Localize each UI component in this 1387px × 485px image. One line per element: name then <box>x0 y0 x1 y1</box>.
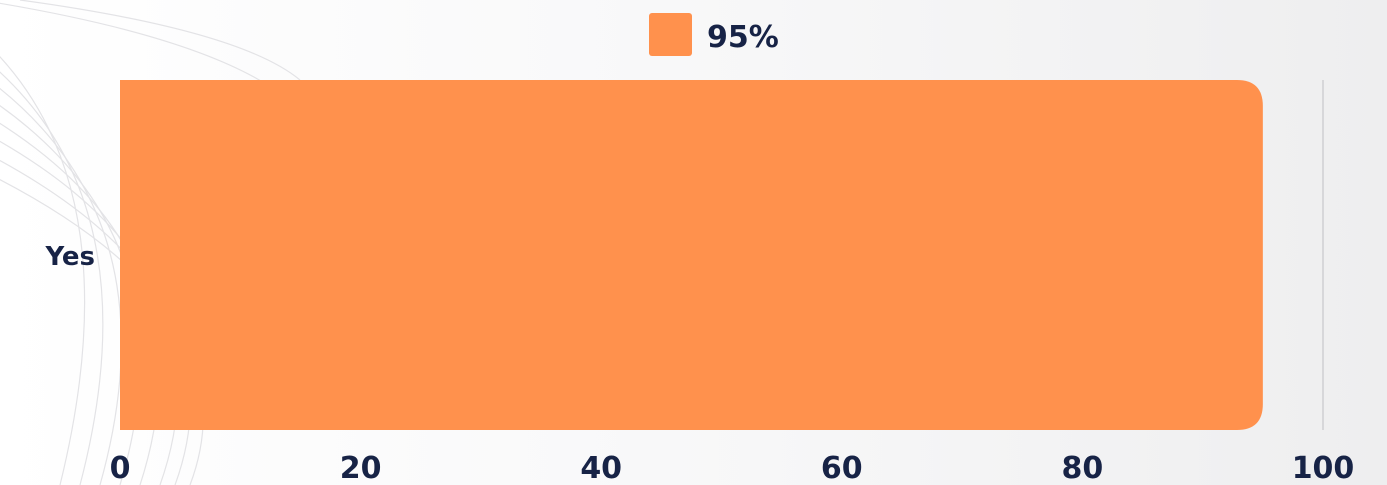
x-tick-label: 0 <box>110 451 131 485</box>
legend: 95% <box>649 13 779 56</box>
bar <box>120 80 1263 430</box>
labels: Yes 0 20 40 60 80 100 <box>44 242 1354 485</box>
x-tick-label: 60 <box>821 451 863 485</box>
category-label: Yes <box>44 242 95 272</box>
bars <box>120 80 1263 430</box>
legend-swatch <box>649 13 692 56</box>
x-tick-label: 40 <box>580 451 622 485</box>
x-tick-label: 100 <box>1292 451 1355 485</box>
x-tick-label: 20 <box>340 451 382 485</box>
legend-label: 95% <box>707 20 779 55</box>
x-tick-label: 80 <box>1062 451 1104 485</box>
